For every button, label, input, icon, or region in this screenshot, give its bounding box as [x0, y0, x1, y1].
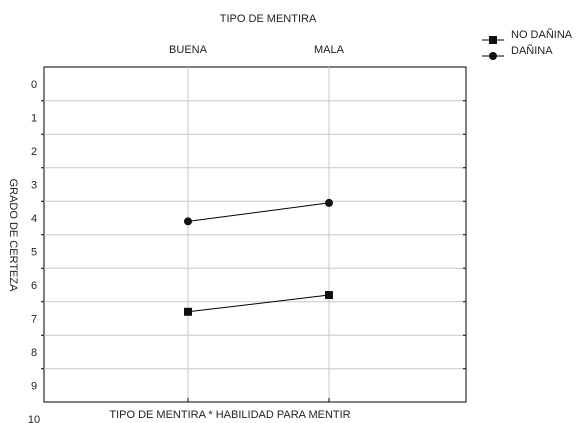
y-tick-label: 0: [31, 79, 37, 91]
x-axis-label: TIPO DE MENTIRA * HABILIDAD PARA MENTIR: [109, 409, 350, 421]
series-line: [187, 294, 330, 313]
legend-label: DAÑINA: [511, 44, 553, 57]
data-point-square: [325, 291, 333, 300]
series-lines: [187, 202, 330, 313]
y-tick-label: 2: [31, 146, 37, 158]
data-point-circle: [325, 198, 333, 207]
data-point-square: [184, 307, 192, 316]
category-labels: BUENA MALA: [169, 44, 345, 56]
y-tick-label: 6: [31, 280, 37, 292]
y-tick-label: 10: [28, 414, 40, 423]
y-tick-label: 7: [31, 314, 37, 326]
y-tick-label: 9: [31, 381, 37, 393]
series-line: [187, 202, 330, 222]
gridlines: [41, 67, 466, 402]
y-axis-label: GRADO DE CERTEZA: [7, 179, 19, 293]
y-tick-label: 8: [31, 347, 37, 359]
chart-title: TIPO DE MENTIRA: [220, 13, 317, 25]
y-tick-label: 1: [31, 113, 37, 125]
y-tick-label: 3: [31, 180, 37, 192]
y-axis-ticks: 0 1 2 3 4 5 6 7 8 9 10: [28, 79, 40, 423]
data-point-circle: [184, 217, 192, 226]
category-label: MALA: [314, 44, 345, 56]
series-markers: [184, 198, 333, 316]
category-label: BUENA: [169, 44, 208, 56]
legend: NO DAÑINA DAÑINA: [482, 28, 573, 60]
legend-marker-circle: [489, 52, 497, 60]
y-tick-label: 4: [31, 213, 37, 225]
y-tick-label: 5: [31, 247, 37, 259]
legend-label: NO DAÑINA: [511, 28, 573, 41]
legend-marker-square: [489, 36, 497, 44]
